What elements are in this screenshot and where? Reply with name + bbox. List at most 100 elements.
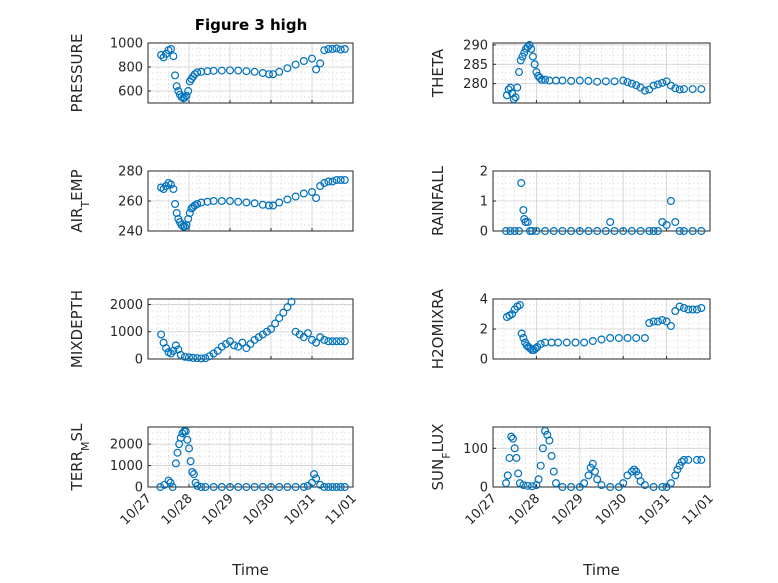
y-axis-label: MIXDEPTH <box>68 290 86 368</box>
data-point <box>509 95 518 104</box>
data-point <box>697 227 706 236</box>
data-point <box>692 455 701 464</box>
data-point <box>193 200 202 209</box>
data-point <box>571 338 580 347</box>
data-point <box>610 77 619 86</box>
data-point <box>291 327 300 336</box>
data-point <box>299 56 308 65</box>
data-point <box>258 483 267 492</box>
data-point <box>692 305 701 314</box>
data-point <box>584 76 593 85</box>
data-point <box>502 227 511 236</box>
data-point <box>662 317 671 326</box>
y-tick-label: 2000 <box>110 298 143 313</box>
data-point <box>619 479 628 488</box>
subplot-5: 0 1000 2000 MIXDEPTH <box>68 290 354 368</box>
data-point <box>283 64 292 73</box>
data-point <box>308 335 317 344</box>
data-point <box>684 455 693 464</box>
data-point <box>221 340 230 349</box>
data-point <box>209 66 218 75</box>
data-point <box>506 227 515 236</box>
data-point <box>675 302 684 311</box>
y-tick-label: 600 <box>118 85 143 100</box>
data-point <box>653 227 662 236</box>
data-point <box>340 176 349 185</box>
y-tick-label: 0 <box>480 481 488 496</box>
data-point <box>662 221 671 230</box>
data-point <box>513 83 522 92</box>
axes-frame <box>492 42 711 104</box>
data-point <box>517 179 526 188</box>
data-point <box>530 60 539 69</box>
axes-frame <box>147 298 354 360</box>
data-point <box>205 352 214 361</box>
y-tick-label: 0 <box>135 353 143 368</box>
y-tick-label: 0 <box>480 225 488 240</box>
data-point <box>536 340 545 349</box>
data-point <box>671 218 680 227</box>
data-point <box>320 179 329 188</box>
data-point <box>169 185 178 194</box>
data-point <box>511 93 520 102</box>
data-point <box>171 459 180 468</box>
y-tick-label: 280 <box>463 77 488 92</box>
data-point <box>630 465 639 474</box>
data-point <box>201 483 210 492</box>
data-point <box>291 483 300 492</box>
data-point <box>242 344 251 353</box>
data-point <box>189 353 198 362</box>
data-point <box>166 44 175 53</box>
data-point <box>688 305 697 314</box>
subplot-4: 0 1 2 RAINFALL <box>429 165 711 240</box>
y-tick-label: 240 <box>118 225 143 240</box>
data-point <box>156 483 165 492</box>
data-point <box>238 338 247 347</box>
y-tick-label: 280 <box>118 165 143 180</box>
data-point <box>264 201 273 210</box>
data-point <box>640 86 649 95</box>
data-point <box>528 482 537 491</box>
data-point <box>203 67 212 76</box>
data-point <box>666 197 675 206</box>
data-point <box>188 468 197 477</box>
data-point <box>328 177 337 186</box>
data-point <box>588 459 597 468</box>
data-point <box>172 82 181 91</box>
data-point <box>688 85 697 94</box>
y-tick-label: 2000 <box>110 438 143 453</box>
data-point <box>328 337 337 346</box>
data-point <box>517 329 526 338</box>
data-point <box>567 227 576 236</box>
x-tick-label: 10/29 <box>200 491 237 528</box>
data-point <box>176 350 185 359</box>
data-point <box>619 227 628 236</box>
data-point <box>303 329 312 338</box>
data-point <box>340 44 349 53</box>
data-point <box>519 206 528 215</box>
data-point <box>558 76 567 85</box>
data-point <box>679 85 688 94</box>
data-point <box>336 483 345 492</box>
y-tick-label: 800 <box>118 61 143 76</box>
axes-frame <box>492 426 711 488</box>
data-point <box>264 70 273 79</box>
data-point <box>541 426 550 435</box>
y-axis-label: TERRMSL <box>68 423 92 492</box>
data-point <box>250 483 259 492</box>
data-point <box>525 40 534 49</box>
data-point <box>554 338 563 347</box>
data-point <box>649 227 658 236</box>
subplot-6: 0 2 4 H2OMIXRA <box>429 288 711 369</box>
data-point <box>632 467 641 476</box>
data-point <box>528 227 537 236</box>
data-point <box>320 46 329 55</box>
data-point <box>185 353 194 362</box>
data-point <box>512 453 521 462</box>
data-point <box>653 80 662 89</box>
data-point <box>332 44 341 53</box>
subplot-1: 600 800 1000 PRESSURE <box>68 34 354 112</box>
data-point <box>182 91 191 100</box>
data-point <box>242 483 251 492</box>
